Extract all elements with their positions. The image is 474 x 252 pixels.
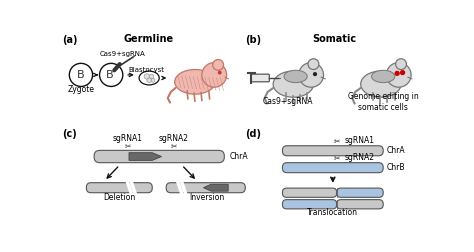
FancyBboxPatch shape: [283, 146, 383, 156]
Text: B: B: [77, 70, 85, 80]
Text: Cas9+sgRNA: Cas9+sgRNA: [100, 51, 146, 57]
Text: ✂: ✂: [334, 154, 340, 163]
Text: Germline: Germline: [123, 34, 173, 44]
Ellipse shape: [273, 71, 313, 97]
Text: Translocation: Translocation: [307, 208, 358, 217]
Circle shape: [401, 71, 404, 75]
FancyBboxPatch shape: [283, 200, 337, 209]
Text: Deletion: Deletion: [104, 193, 136, 202]
Circle shape: [395, 71, 399, 75]
FancyBboxPatch shape: [94, 150, 224, 163]
Circle shape: [69, 63, 92, 86]
Text: (d): (d): [245, 129, 261, 139]
FancyBboxPatch shape: [86, 183, 152, 193]
FancyBboxPatch shape: [337, 188, 383, 197]
Ellipse shape: [175, 70, 215, 94]
Circle shape: [299, 62, 324, 87]
Text: sgRNA1: sgRNA1: [345, 136, 374, 145]
Text: (b): (b): [245, 35, 261, 45]
Circle shape: [151, 78, 155, 82]
Circle shape: [396, 59, 406, 70]
Text: ✂: ✂: [171, 142, 177, 151]
FancyBboxPatch shape: [283, 163, 383, 173]
Circle shape: [308, 59, 319, 70]
FancyBboxPatch shape: [337, 200, 383, 209]
Circle shape: [213, 59, 224, 70]
Text: Somatic: Somatic: [312, 34, 356, 44]
Text: ChrA: ChrA: [387, 146, 406, 155]
Circle shape: [144, 74, 149, 79]
Text: ChrA: ChrA: [230, 152, 248, 161]
Text: sgRNA1: sgRNA1: [112, 134, 143, 143]
Text: ✂: ✂: [124, 142, 131, 151]
Circle shape: [218, 71, 221, 74]
FancyArrow shape: [203, 184, 228, 191]
FancyArrow shape: [129, 153, 162, 160]
FancyBboxPatch shape: [166, 183, 245, 193]
Text: sgRNA2: sgRNA2: [159, 134, 189, 143]
Ellipse shape: [139, 71, 159, 85]
Text: B: B: [106, 70, 113, 80]
Circle shape: [147, 78, 152, 83]
Text: (a): (a): [63, 35, 78, 45]
Text: Blastocyst: Blastocyst: [129, 67, 165, 73]
Text: Genome editing in
somatic cells: Genome editing in somatic cells: [348, 92, 419, 112]
Ellipse shape: [372, 70, 395, 83]
Ellipse shape: [361, 71, 401, 97]
Circle shape: [202, 62, 227, 87]
Text: Cas9+sgRNA: Cas9+sgRNA: [263, 97, 313, 106]
Ellipse shape: [284, 70, 307, 83]
Text: Zygote: Zygote: [67, 85, 94, 94]
Text: ✂: ✂: [334, 137, 340, 146]
FancyBboxPatch shape: [283, 188, 337, 197]
FancyBboxPatch shape: [251, 74, 269, 82]
Text: (c): (c): [63, 129, 77, 139]
Text: sgRNA2: sgRNA2: [345, 153, 374, 162]
Circle shape: [100, 63, 123, 86]
Circle shape: [386, 62, 411, 87]
Text: ChrB: ChrB: [387, 163, 406, 172]
Text: Inversion: Inversion: [189, 193, 224, 202]
Circle shape: [149, 74, 154, 79]
Circle shape: [314, 73, 316, 76]
